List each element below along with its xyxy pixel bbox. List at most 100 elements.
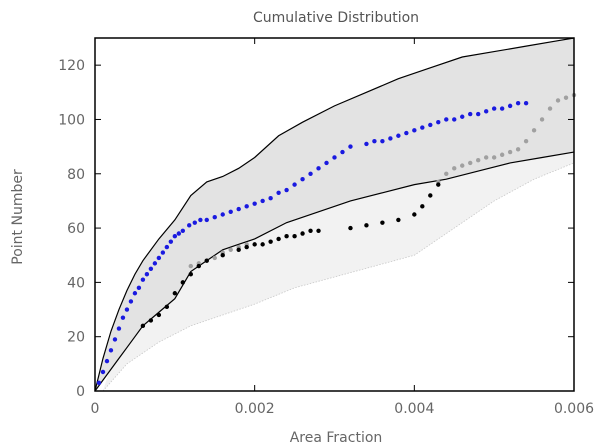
blue-data-point	[176, 231, 182, 236]
x-tick-label: 0.002	[235, 401, 275, 417]
blue-data-point	[340, 149, 345, 155]
ticks-layer: 0 0.002 0.004 0.006 0 20 40 60 80 100 120	[58, 38, 594, 417]
blue-data-point	[180, 228, 186, 233]
black-data-point	[396, 217, 401, 223]
black-data-point	[284, 234, 289, 239]
black-data-point	[220, 253, 225, 258]
gray-data-point	[212, 255, 217, 261]
gray-data-point	[515, 147, 521, 152]
blue-data-point	[380, 138, 385, 144]
blue-data-point	[148, 266, 154, 272]
blue-data-point	[483, 109, 489, 114]
black-data-point	[244, 244, 249, 250]
envelope-layer	[94, 37, 575, 392]
blue-data-point	[507, 103, 513, 109]
blue-data-point	[420, 125, 425, 130]
blue-data-point	[112, 337, 118, 342]
black-data-point	[252, 242, 257, 247]
blue-data-point	[136, 285, 142, 291]
gray-data-point	[507, 149, 513, 155]
blue-data-point	[252, 201, 257, 206]
blue-data-point	[124, 307, 130, 312]
black-data-point	[308, 228, 313, 233]
gray-data-point	[444, 171, 449, 176]
blue-data-point	[300, 177, 305, 182]
gray-data-point	[499, 152, 505, 157]
blue-data-point	[132, 291, 138, 296]
gray-data-point	[539, 117, 545, 122]
blue-data-point	[444, 117, 449, 122]
black-data-point	[140, 323, 146, 329]
y-tick-label: 60	[67, 221, 85, 237]
blue-data-point	[108, 348, 114, 353]
black-data-point	[428, 193, 433, 198]
blue-data-point	[168, 239, 174, 244]
y-tick-label: 120	[58, 58, 85, 74]
blue-data-point	[260, 198, 265, 204]
blue-data-point	[236, 206, 241, 212]
blue-data-point	[316, 166, 321, 171]
blue-data-point	[468, 111, 473, 117]
blue-data-point	[436, 119, 441, 125]
gray-data-point	[491, 155, 497, 160]
blue-data-point	[284, 187, 289, 193]
gray-data-point	[228, 247, 233, 252]
gray-data-point	[531, 128, 537, 133]
blue-data-point	[523, 100, 529, 106]
blue-data-point	[156, 255, 162, 261]
blue-data-point	[116, 326, 122, 331]
black-data-point	[236, 247, 241, 252]
blue-data-point	[204, 217, 209, 223]
blue-data-point	[104, 358, 110, 364]
blue-data-point	[120, 315, 126, 320]
blue-data-point	[128, 299, 134, 304]
gray-data-point	[547, 106, 553, 111]
blue-data-point	[364, 141, 369, 147]
blue-data-point	[244, 204, 249, 209]
black-data-point	[156, 312, 162, 318]
blue-data-point	[324, 160, 329, 166]
gray-data-point	[523, 138, 529, 144]
blue-data-point	[491, 106, 497, 111]
envelope-lower-line	[94, 151, 575, 392]
gray-data-point	[563, 95, 569, 100]
y-tick-label: 20	[67, 330, 85, 346]
black-data-point	[412, 212, 417, 217]
blue-data-point	[348, 144, 353, 149]
blue-data-point	[172, 234, 178, 239]
blue-data-point	[332, 155, 337, 160]
blue-data-point	[228, 209, 233, 214]
black-data-point	[348, 225, 353, 231]
black-data-point	[164, 304, 170, 310]
y-tick-label: 100	[58, 112, 85, 128]
black-data-point	[260, 242, 265, 247]
blue-data-point	[187, 223, 192, 228]
blue-data-point	[292, 182, 297, 187]
blue-data-point	[412, 128, 417, 133]
black-data-point	[268, 239, 273, 244]
black-data-point	[196, 263, 201, 269]
blue-data-point	[164, 244, 170, 250]
black-data-point	[436, 182, 441, 187]
blue-data-point	[140, 277, 146, 282]
black-data-point	[292, 234, 297, 239]
gray-data-point	[555, 98, 561, 103]
blue-data-point	[276, 190, 281, 195]
blue-data-point	[515, 100, 521, 106]
blue-data-point	[198, 217, 203, 223]
plot-frame	[94, 37, 575, 392]
black-data-point	[300, 231, 305, 236]
y-tick-label: 80	[67, 167, 85, 183]
chart-title: Cumulative Distribution	[253, 10, 419, 26]
blue-data-point	[96, 380, 102, 386]
x-tick-label: 0	[91, 401, 100, 417]
black-data-point	[188, 272, 193, 277]
black-data-point	[420, 204, 425, 209]
black-data-point	[380, 220, 385, 225]
x-tick-label: 0.006	[554, 401, 594, 417]
blue-data-point	[499, 106, 505, 111]
y-tick-label: 40	[67, 275, 85, 291]
blue-data-point	[372, 138, 377, 144]
gray-data-point	[460, 163, 465, 168]
